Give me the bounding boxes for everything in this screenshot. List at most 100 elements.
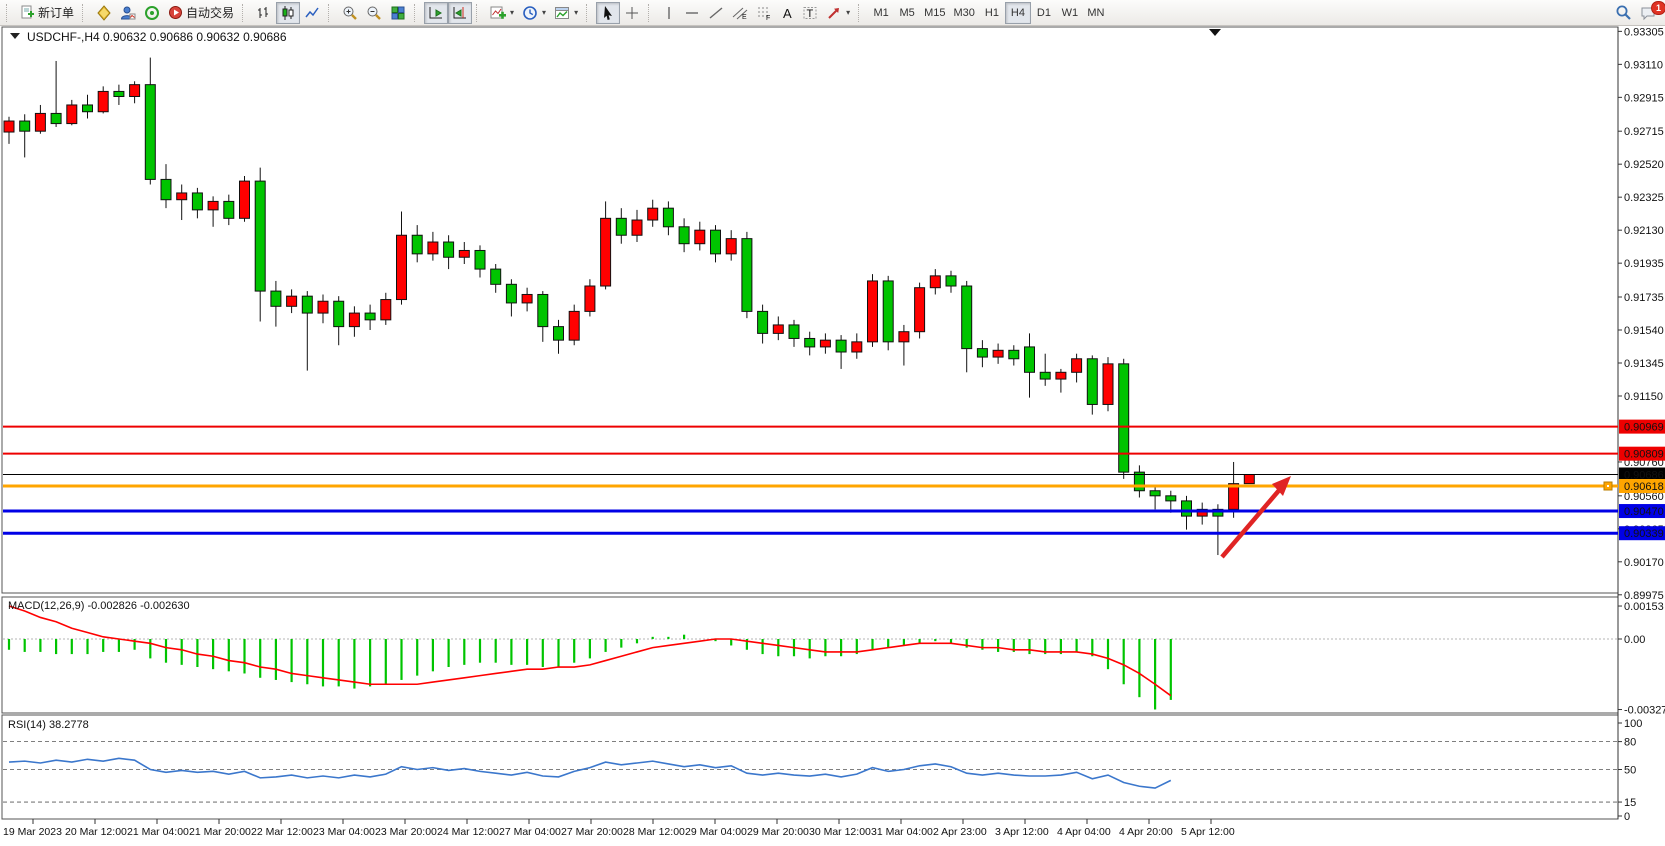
svg-text:T: T bbox=[807, 8, 814, 20]
svg-text:2 Apr 23:00: 2 Apr 23:00 bbox=[933, 826, 987, 838]
svg-text:24 Mar 12:00: 24 Mar 12:00 bbox=[437, 826, 499, 838]
chart-title: USDCHF-,H4 0.90632 0.90686 0.90632 0.906… bbox=[27, 30, 287, 44]
trend-arrow[interactable] bbox=[1220, 476, 1291, 559]
cursor-button[interactable] bbox=[596, 1, 621, 24]
zoom-in-button[interactable] bbox=[338, 2, 362, 24]
timeframe-w1-button[interactable]: W1 bbox=[1057, 2, 1083, 24]
dropdown-caret-icon: ▾ bbox=[510, 8, 515, 17]
zoom-out-button[interactable] bbox=[362, 2, 386, 24]
shapes-button[interactable]: ▾ bbox=[822, 2, 854, 24]
candlestick-series bbox=[3, 57, 1255, 556]
dropdown-caret-icon: ▾ bbox=[846, 8, 851, 17]
timeframe-m15-button[interactable]: M15 bbox=[920, 2, 949, 24]
candlestick-chart-icon bbox=[282, 5, 294, 20]
chart-shift-icon bbox=[453, 6, 467, 18]
chart-shift-marker[interactable] bbox=[1209, 29, 1221, 36]
bar-chart-button[interactable] bbox=[252, 2, 276, 24]
shapes-icon bbox=[828, 7, 840, 19]
rsi-panel-frame bbox=[1, 714, 1619, 820]
fibonacci-button[interactable]: F bbox=[752, 2, 776, 24]
timeframe-mn-button[interactable]: MN bbox=[1083, 2, 1109, 24]
chart-canvas[interactable]: 0.93305 0.93110 0.92915 0.92715 0.92520 0.923… bbox=[0, 26, 1665, 846]
svg-text:0.91150: 0.91150 bbox=[1624, 391, 1663, 403]
zoom-out-icon bbox=[367, 6, 381, 20]
svg-text:20 Mar 12:00: 20 Mar 12:00 bbox=[65, 826, 127, 838]
autoscroll-icon bbox=[429, 6, 443, 18]
new-order-button[interactable]: 新订单 bbox=[16, 2, 78, 24]
indicators-button[interactable]: ▾ bbox=[486, 2, 518, 24]
svg-text:0.91935: 0.91935 bbox=[1624, 258, 1664, 270]
svg-text:4 Apr 04:00: 4 Apr 04:00 bbox=[1057, 826, 1111, 838]
new-order-label: 新订单 bbox=[38, 6, 75, 20]
svg-text:0.00153: 0.00153 bbox=[1624, 601, 1664, 613]
dropdown-caret-icon: ▾ bbox=[542, 8, 547, 17]
periods-button[interactable]: ▾ bbox=[518, 2, 550, 24]
timeframe-m1-button[interactable]: M1 bbox=[868, 2, 894, 24]
svg-text:100: 100 bbox=[1624, 718, 1642, 730]
line-chart-icon bbox=[305, 7, 319, 17]
svg-text:21 Mar 04:00: 21 Mar 04:00 bbox=[127, 826, 189, 838]
compass-button[interactable] bbox=[92, 2, 116, 24]
timeframe-m30-button[interactable]: M30 bbox=[950, 2, 979, 24]
templates-button[interactable]: ▾ bbox=[550, 2, 582, 24]
timeframe-m5-button[interactable]: M5 bbox=[894, 2, 920, 24]
autoscroll-button[interactable] bbox=[424, 1, 449, 24]
signals-button[interactable] bbox=[140, 2, 164, 24]
svg-text:0.89975: 0.89975 bbox=[1624, 590, 1664, 602]
svg-text:80: 80 bbox=[1624, 737, 1636, 749]
rsi-label: RSI(14) 38.2778 bbox=[8, 719, 89, 731]
svg-text:0.90470: 0.90470 bbox=[1624, 506, 1664, 518]
chart-window: 0.93305 0.93110 0.92915 0.92715 0.92520 0.923… bbox=[0, 26, 1665, 846]
svg-text:0.93305: 0.93305 bbox=[1624, 26, 1664, 38]
chart-header: USDCHF-,H4 0.90632 0.90686 0.90632 0.906… bbox=[10, 29, 1221, 44]
svg-text:27 Mar 20:00: 27 Mar 20:00 bbox=[561, 826, 623, 838]
timeframe-d1-button[interactable]: D1 bbox=[1031, 2, 1057, 24]
crosshair-button[interactable] bbox=[620, 2, 644, 24]
svg-text:0.92325: 0.92325 bbox=[1624, 192, 1664, 204]
channel-button[interactable]: E bbox=[728, 2, 752, 24]
svg-text:0.90618: 0.90618 bbox=[1624, 481, 1664, 493]
svg-text:29 Mar 20:00: 29 Mar 20:00 bbox=[747, 826, 809, 838]
timeframe-h1-button[interactable]: H1 bbox=[979, 2, 1005, 24]
tile-windows-icon bbox=[391, 6, 405, 19]
notification-badge[interactable]: 1 bbox=[1650, 0, 1665, 15]
svg-text:0.90969: 0.90969 bbox=[1624, 422, 1664, 434]
svg-text:F: F bbox=[766, 15, 770, 21]
toolbar-separator bbox=[648, 3, 654, 22]
toolbar-separator bbox=[858, 3, 864, 22]
toolbar-separator bbox=[476, 3, 482, 22]
svg-text:0.92520: 0.92520 bbox=[1624, 159, 1664, 171]
horizontal-line-button[interactable] bbox=[680, 2, 704, 24]
label-icon: T bbox=[803, 6, 817, 20]
svg-text:0.90560: 0.90560 bbox=[1624, 491, 1664, 503]
tile-windows-button[interactable] bbox=[386, 2, 410, 24]
text-button[interactable]: A bbox=[776, 2, 798, 24]
search-button[interactable] bbox=[1611, 2, 1636, 24]
chart-shift-button[interactable] bbox=[448, 1, 473, 24]
vertical-line-button[interactable] bbox=[658, 2, 680, 24]
line-chart-button[interactable] bbox=[300, 2, 324, 24]
autotrading-button[interactable]: 自动交易 bbox=[164, 2, 238, 24]
chart-dropdown-button[interactable] bbox=[10, 33, 20, 39]
macd-label: MACD(12,26,9) -0.002826 -0.002630 bbox=[8, 600, 190, 612]
label-button[interactable]: T bbox=[798, 2, 822, 24]
toolbar-separator bbox=[242, 3, 248, 22]
svg-text:0.90686: 0.90686 bbox=[1624, 469, 1664, 481]
crosshair-icon bbox=[626, 6, 639, 19]
signals-icon bbox=[145, 5, 160, 20]
search-icon bbox=[1616, 5, 1631, 20]
autotrading-label: 自动交易 bbox=[186, 6, 235, 20]
profile-button[interactable] bbox=[116, 2, 140, 24]
trendline-button[interactable] bbox=[704, 2, 728, 24]
svg-text:0.91735: 0.91735 bbox=[1624, 292, 1664, 304]
templates-icon bbox=[555, 6, 570, 19]
svg-text:A: A bbox=[783, 6, 792, 21]
timeframe-h4-button[interactable]: H4 bbox=[1004, 1, 1031, 24]
svg-text:3 Apr 12:00: 3 Apr 12:00 bbox=[995, 826, 1049, 838]
candlestick-chart-button[interactable] bbox=[276, 1, 301, 24]
svg-text:23 Mar 04:00: 23 Mar 04:00 bbox=[313, 826, 375, 838]
svg-text:0.92915: 0.92915 bbox=[1624, 92, 1664, 104]
bar-chart-icon bbox=[258, 6, 269, 18]
svg-text:23 Mar 20:00: 23 Mar 20:00 bbox=[375, 826, 437, 838]
